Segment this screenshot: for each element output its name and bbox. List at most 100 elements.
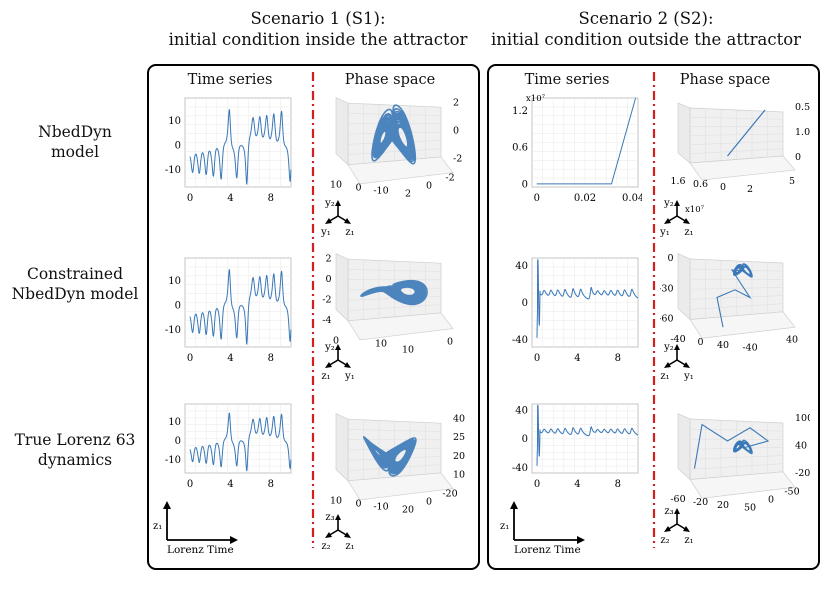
s1-phase-header: Phase space xyxy=(344,72,436,88)
s1-row1-phase-space: 2 0 -2 10 0 -10 2 0 -2 xyxy=(330,97,462,199)
s2-row1-phase-space: 0.5 1.0 0 1.6 0.6 0 2 5 xyxy=(670,102,810,195)
s2-phase-header: Phase space xyxy=(679,72,771,88)
grid-line xyxy=(347,148,442,155)
x-tick-label: 0 xyxy=(534,193,540,204)
s2-row2-time-series: 40 0 -40 0 4 8 xyxy=(512,257,639,364)
triad-top-label: z₃ xyxy=(664,506,673,517)
x-tick-label: 8 xyxy=(268,193,274,204)
triad-s2-row2: y₂ z₁ y₁ xyxy=(660,342,694,382)
triad-left-head xyxy=(325,218,332,224)
floor-tick-label: 20 xyxy=(402,504,414,515)
x-tick-label: 0 xyxy=(534,353,540,364)
s1-row2-time-series: 10 0 -10 0 4 8 xyxy=(165,257,292,364)
floor-tick-label: -40 xyxy=(742,343,757,354)
row-1-line-2: model xyxy=(50,143,100,161)
scenario-1-panel xyxy=(147,64,480,570)
triad-right-head xyxy=(344,532,351,538)
floor-tick-label: 10 xyxy=(330,495,342,506)
triad-up-head xyxy=(335,514,341,520)
x-tick-label: 4 xyxy=(574,479,580,490)
floor-tick-label: 20 xyxy=(717,500,729,511)
floor-tick-label: 0.6 xyxy=(693,179,708,190)
scenario-1-title: Scenario 1 (S1): initial condition insid… xyxy=(138,8,498,50)
z-tick-label: 0 xyxy=(453,125,459,136)
grid-line xyxy=(689,463,784,470)
triad-left-label: y₁ xyxy=(320,227,331,238)
y-tick-label: 10 xyxy=(168,116,181,127)
z-tick-label: -2 xyxy=(453,153,462,164)
x-tick-label: 8 xyxy=(615,479,621,490)
floor-tick-label: 0 xyxy=(426,180,432,191)
triad-s1-row1: y₂ y₁ z₁ xyxy=(320,198,354,238)
z-tick-label: 40 xyxy=(453,413,465,424)
triad-right-head xyxy=(683,526,690,532)
x-tick-label: 0 xyxy=(187,353,193,364)
triad-multiplier: x10⁷ xyxy=(685,205,705,215)
legend-y-label: z₁ xyxy=(500,521,509,532)
triad-left-head xyxy=(664,362,671,368)
z-tick-label: 25 xyxy=(453,432,465,443)
grid-line xyxy=(689,303,784,310)
z-tick-label: 0 xyxy=(667,253,673,264)
floor-tick-label: 10 xyxy=(375,338,387,349)
triad-top-label: y₂ xyxy=(663,342,674,353)
z-tick-label: 20 xyxy=(453,451,465,462)
z-tick-label: 0 xyxy=(795,152,801,163)
legend-y-arrowhead xyxy=(163,501,171,509)
triad-right-label: z₁ xyxy=(345,541,354,552)
legend-y-arrowhead xyxy=(510,501,518,509)
triad-up-head xyxy=(674,200,680,206)
trajectory-line xyxy=(727,109,766,157)
triad-up-head xyxy=(335,200,341,206)
legend-y-label: z₁ xyxy=(153,521,162,532)
legend-x-label: Lorenz Time xyxy=(167,544,234,556)
floor-tick-label: 10 xyxy=(330,179,342,190)
triad-s1-row2: y₂ z₁ y₁ xyxy=(321,342,354,382)
row-label-constrained: Constrained NbedDyn model xyxy=(0,264,150,304)
floor-tick-label: -50 xyxy=(784,487,799,498)
y-tick-label: 0 xyxy=(175,436,181,447)
legend-axes-s2: z₁ Lorenz Time xyxy=(500,501,585,556)
s1-time-header: Time series xyxy=(187,72,273,88)
triad-left-label: y₁ xyxy=(659,227,670,238)
y-tick-label: -10 xyxy=(165,455,181,466)
attractor-trajectory xyxy=(363,436,417,477)
triad-up-head xyxy=(674,508,680,514)
triad-left-label: z₁ xyxy=(660,371,669,382)
legend-axes-s1: z₁ Lorenz Time xyxy=(153,501,238,556)
row-3-line-1: True Lorenz 63 xyxy=(14,431,136,449)
triad-s2-row3: z₃ z₂ z₁ xyxy=(660,506,693,546)
triad-top-label: y₂ xyxy=(324,198,335,209)
z-tick-label: 0.5 xyxy=(795,102,810,113)
z-tick-label: 10 xyxy=(453,469,465,480)
attractor-trajectory xyxy=(360,279,428,306)
triad-s2-row1: y₂ y₁ z₁ x10⁷ xyxy=(659,198,705,238)
triad-right-head xyxy=(344,218,351,224)
s2-row3-phase-space: 100 40 -20 -60 -20 20 50 0 -50 xyxy=(670,412,810,514)
z-tick-label: 100 xyxy=(795,413,810,424)
trajectory-line xyxy=(693,423,770,469)
s1-row3-phase-space: 40 25 20 10 10 0 -10 20 0 -20 xyxy=(330,413,465,515)
triad-left-head xyxy=(325,532,332,538)
floor-tick-label: 0 xyxy=(333,335,339,346)
z-tick-label: 2 xyxy=(453,97,459,108)
x-tick-label: 8 xyxy=(268,353,274,364)
triad-right-label: z₁ xyxy=(345,227,354,238)
s1-row3-time-series: 10 0 -10 0 4 8 xyxy=(165,403,292,490)
s2-row2-phase-space: 0 -30 -60 -40 0 40 -40 40 xyxy=(660,252,798,354)
series-line xyxy=(536,97,637,185)
x-tick-label: 0 xyxy=(187,193,193,204)
s2-time-header: Time series xyxy=(524,72,610,88)
triad-right-label: y₁ xyxy=(683,371,694,382)
series-line xyxy=(189,108,292,186)
z-tick-label: -20 xyxy=(795,468,810,479)
y-tick-label: -40 xyxy=(512,335,528,346)
y-tick-label: 40 xyxy=(515,261,528,272)
x-tick-label: 0.02 xyxy=(574,193,596,204)
side-pane xyxy=(677,412,691,481)
y-tick-label: -40 xyxy=(512,463,528,474)
floor-tick-label: 0 xyxy=(355,182,361,193)
z-tick-label: 40 xyxy=(795,441,807,452)
